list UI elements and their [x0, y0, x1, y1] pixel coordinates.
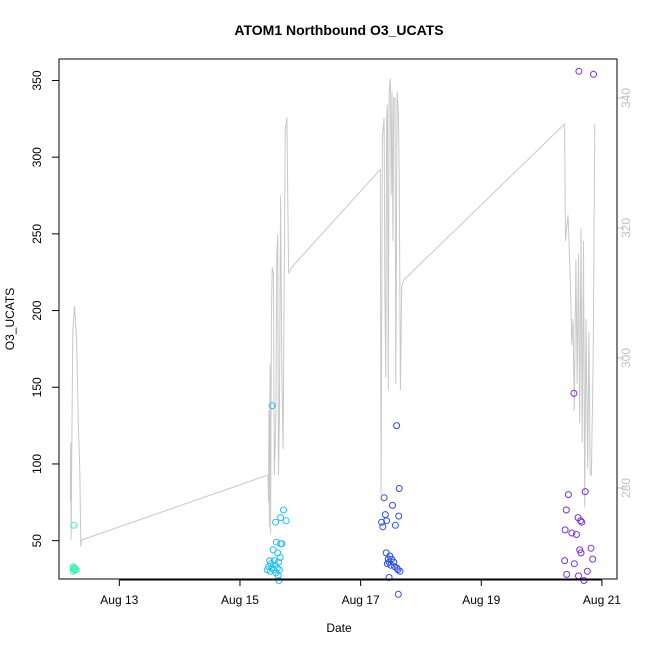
data-point: [71, 564, 79, 572]
data-point: [276, 554, 284, 561]
data-point: [575, 67, 583, 75]
data-point: [590, 70, 597, 78]
x-axis-label: Date: [326, 621, 352, 635]
data-point: [272, 518, 280, 526]
data-point: [282, 517, 290, 525]
altitude-line-layer: [69, 78, 596, 547]
data-point: [380, 494, 388, 502]
x-tick-label: Aug 17: [342, 593, 380, 607]
y-tick-label: 200: [30, 300, 44, 320]
data-point: [583, 567, 591, 575]
y2-tick-label: 320: [619, 218, 633, 238]
data-point: [383, 560, 391, 568]
data-point: [395, 485, 403, 492]
data-point: [577, 517, 585, 525]
y-tick-label: 300: [30, 147, 44, 167]
data-point: [273, 564, 281, 572]
data-point: [563, 570, 571, 578]
y-tick-label: 250: [30, 224, 44, 244]
scatter-layer: [69, 67, 597, 598]
data-point: [568, 529, 576, 537]
data-point: [383, 517, 391, 525]
chart-title: ATOM1 Northbound O3_UCATS: [234, 22, 443, 38]
data-point: [378, 518, 386, 526]
data-point: [570, 560, 578, 568]
data-point: [394, 566, 402, 574]
x-tick-label: Aug 15: [221, 593, 259, 607]
data-point: [394, 590, 402, 598]
y-tick-label: 100: [30, 454, 44, 474]
data-point: [561, 526, 569, 534]
y2-tick-label: 300: [619, 348, 633, 368]
x-tick-label: Aug 19: [462, 593, 500, 607]
data-point: [384, 555, 392, 563]
data-point: [396, 567, 404, 575]
y-tick-label: 150: [30, 377, 44, 397]
x-tick-label: Aug 13: [100, 593, 138, 607]
data-point: [587, 544, 595, 552]
data-point: [265, 563, 272, 571]
data-point: [391, 521, 399, 529]
data-point: [577, 549, 585, 557]
data-point: [581, 488, 589, 496]
data-point: [570, 389, 578, 397]
data-point: [268, 402, 276, 410]
data-point: [572, 531, 580, 538]
data-point: [562, 506, 570, 514]
data-point: [393, 422, 401, 430]
data-point: [277, 514, 285, 522]
data-point: [280, 506, 287, 514]
data-point: [379, 523, 387, 531]
y-axis-label: O3_UCATS: [3, 288, 17, 350]
data-point: [72, 566, 80, 574]
y-tick-label: 50: [30, 534, 44, 548]
y-tick-label: 350: [30, 70, 44, 90]
y2-tick-label: 340: [619, 88, 633, 108]
x-tick-label: Aug 21: [583, 593, 621, 607]
data-point: [278, 540, 286, 548]
data-point: [395, 512, 403, 520]
data-point: [389, 501, 396, 509]
data-point: [589, 555, 597, 563]
data-point: [70, 521, 78, 529]
data-point: [578, 518, 586, 526]
altitude-line: [69, 78, 596, 547]
data-point: [387, 561, 395, 569]
y2-tick-label: 280: [619, 478, 633, 498]
plot-frame: [58, 58, 618, 580]
data-point: [561, 557, 569, 565]
data-point: [564, 491, 572, 499]
